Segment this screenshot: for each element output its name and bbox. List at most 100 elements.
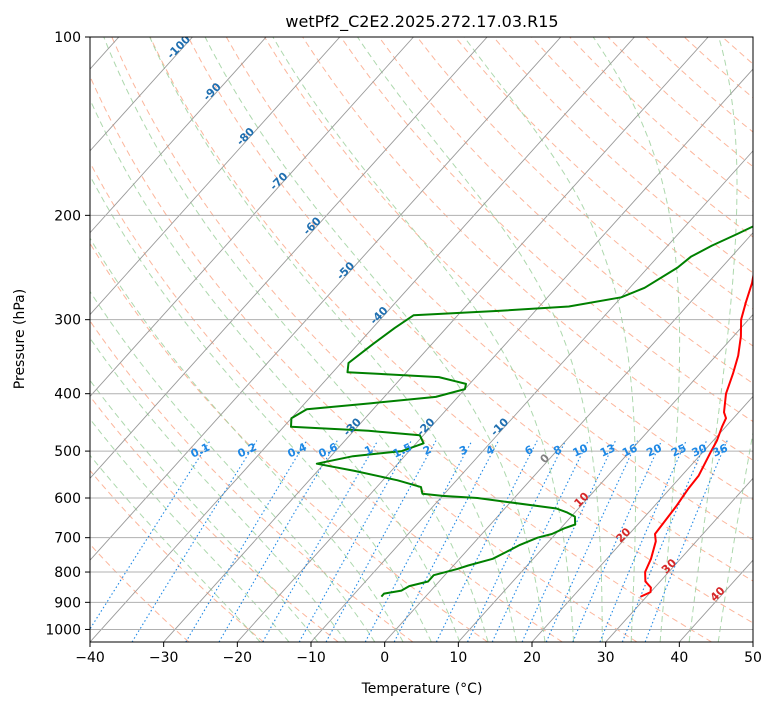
mixing-ratio-line — [262, 440, 379, 642]
y-tick-label: 1000 — [45, 622, 81, 638]
dry-adiabat-line — [90, 543, 190, 642]
y-tick-label: 400 — [54, 387, 81, 403]
mixing-ratio-lines — [90, 440, 728, 642]
dry-adiabat-line — [264, 37, 753, 501]
x-tick-label: −30 — [149, 650, 179, 666]
moist-adiabat-line — [90, 418, 290, 642]
isotherm-label: 30 — [659, 556, 679, 576]
moist-adiabat-line — [272, 37, 575, 642]
dry-adiabat-label: -50 — [334, 259, 357, 282]
y-axis-ticks: 100 200 300 400 500 600 700 800 900 1000 — [45, 30, 90, 638]
mixing-ratio-line — [521, 440, 616, 642]
x-tick-label: 40 — [670, 650, 688, 666]
isotherm-line — [90, 37, 414, 398]
mixing-ratio-label: 20 — [644, 441, 664, 459]
dry-adiabat-line — [90, 242, 488, 642]
dry-adiabat-line — [683, 37, 753, 99]
moist-adiabat-line — [149, 37, 517, 642]
chart-title: wetPf2_C2E2.2025.272.17.03.R15 — [285, 12, 558, 32]
isotherm-line — [90, 37, 267, 234]
mixing-ratio-label: 10 — [571, 441, 591, 459]
moist-adiabat-line — [90, 237, 404, 642]
dry-adiabat-line — [645, 37, 753, 133]
mixing-ratio-label: 16 — [620, 441, 640, 459]
plot-frame — [89, 36, 754, 643]
dry-adiabats — [90, 37, 775, 642]
isotherm-line — [163, 37, 709, 642]
dry-adiabat-line — [225, 37, 753, 541]
pressure-gridlines — [90, 37, 753, 630]
x-axis-ticks: −40 −30 −20 −10 0 10 20 30 40 50 — [75, 642, 762, 666]
mixing-ratio-label: 4 — [484, 443, 497, 458]
moist-adiabat-line — [90, 290, 376, 642]
x-tick-label: 50 — [744, 650, 762, 666]
mixing-ratio-line — [435, 440, 538, 642]
plot-area: 0.1 0.2 0.4 0.6 1 1.5 2 3 4 6 8 10 13 16 20 25 30 36-100-… — [90, 37, 775, 642]
dry-adiabat-line — [378, 37, 753, 385]
mixing-ratio-label: 2 — [421, 443, 433, 458]
y-tick-label: 500 — [54, 444, 81, 460]
mixing-ratio-line — [572, 440, 663, 642]
x-tick-label: 0 — [380, 650, 389, 666]
mixing-ratio-label: 6 — [523, 443, 536, 458]
mixing-ratio-label: 0.2 — [236, 441, 259, 461]
y-tick-label: 100 — [54, 30, 81, 46]
mixing-ratio-line — [467, 440, 567, 642]
isotherm-line — [310, 150, 753, 642]
y-tick-label: 800 — [54, 565, 81, 581]
mixing-ratio-label: 36 — [710, 441, 730, 459]
dry-adiabat-label: -80 — [234, 125, 257, 148]
moist-adiabat-line — [688, 37, 738, 642]
isotherm-line — [531, 395, 753, 642]
moist-adiabat-line — [204, 37, 546, 642]
profile-series — [290, 225, 753, 598]
dry-adiabat-line — [90, 395, 339, 642]
moist-adiabat-line — [90, 379, 319, 642]
temperature-profile-line — [640, 272, 753, 598]
moist-adiabat-line — [90, 454, 261, 642]
line-annotations: 0.1 0.2 0.4 0.6 1 1.5 2 3 4 6 8 10 13 16 20 25 30 36-100-… — [164, 37, 730, 604]
dry-adiabat-label: -40 — [367, 304, 390, 327]
x-tick-label: 30 — [597, 650, 615, 666]
dry-adiabat-line — [761, 37, 775, 642]
dry-adiabat-line — [149, 37, 753, 624]
isotherm-line — [90, 37, 635, 642]
mixing-ratio-line — [325, 440, 437, 642]
isotherm-line — [90, 37, 341, 316]
y-tick-label: 900 — [54, 595, 81, 611]
x-tick-label: 10 — [449, 650, 467, 666]
isotherm-line — [236, 68, 753, 642]
isotherms — [90, 37, 753, 642]
moist-adiabat-line — [717, 430, 753, 642]
mixing-ratio-label: 0.1 — [189, 441, 212, 461]
dry-adiabat-line — [454, 37, 753, 310]
dry-adiabat-label: -60 — [301, 214, 324, 237]
mixing-ratio-label: 25 — [669, 441, 688, 459]
isotherm-line — [90, 37, 488, 479]
moist-adiabats — [90, 37, 753, 642]
moist-adiabat-line — [357, 37, 603, 642]
dry-adiabat-line — [90, 161, 563, 642]
dry-adiabat-line — [111, 37, 712, 642]
mixing-ratio-label: 0.6 — [316, 440, 339, 460]
isotherm-label: 10 — [572, 490, 592, 510]
y-axis-label: Pressure (hPa) — [12, 289, 28, 389]
dry-adiabat-label: -30 — [341, 415, 364, 438]
dry-adiabat-line — [90, 320, 414, 642]
isotherm-line — [90, 37, 193, 152]
moist-adiabat-line — [463, 37, 637, 642]
mixing-ratio-line — [599, 440, 687, 642]
x-tick-label: −10 — [296, 650, 326, 666]
dewpoint-profile-line — [290, 225, 753, 598]
dry-adiabat-label: -10 — [488, 415, 511, 438]
dry-adiabat-label: -70 — [267, 169, 290, 192]
mixing-ratio-label: 3 — [457, 443, 469, 458]
isotherm-line — [605, 477, 753, 642]
mixing-ratio-line — [185, 440, 308, 642]
moist-adiabat-line — [592, 37, 681, 642]
isotherm-line — [384, 232, 753, 642]
x-tick-label: 20 — [523, 650, 541, 666]
dry-adiabat-line — [416, 37, 753, 347]
mixing-ratio-line — [218, 440, 338, 642]
mixing-ratio-label: 13 — [598, 441, 617, 459]
